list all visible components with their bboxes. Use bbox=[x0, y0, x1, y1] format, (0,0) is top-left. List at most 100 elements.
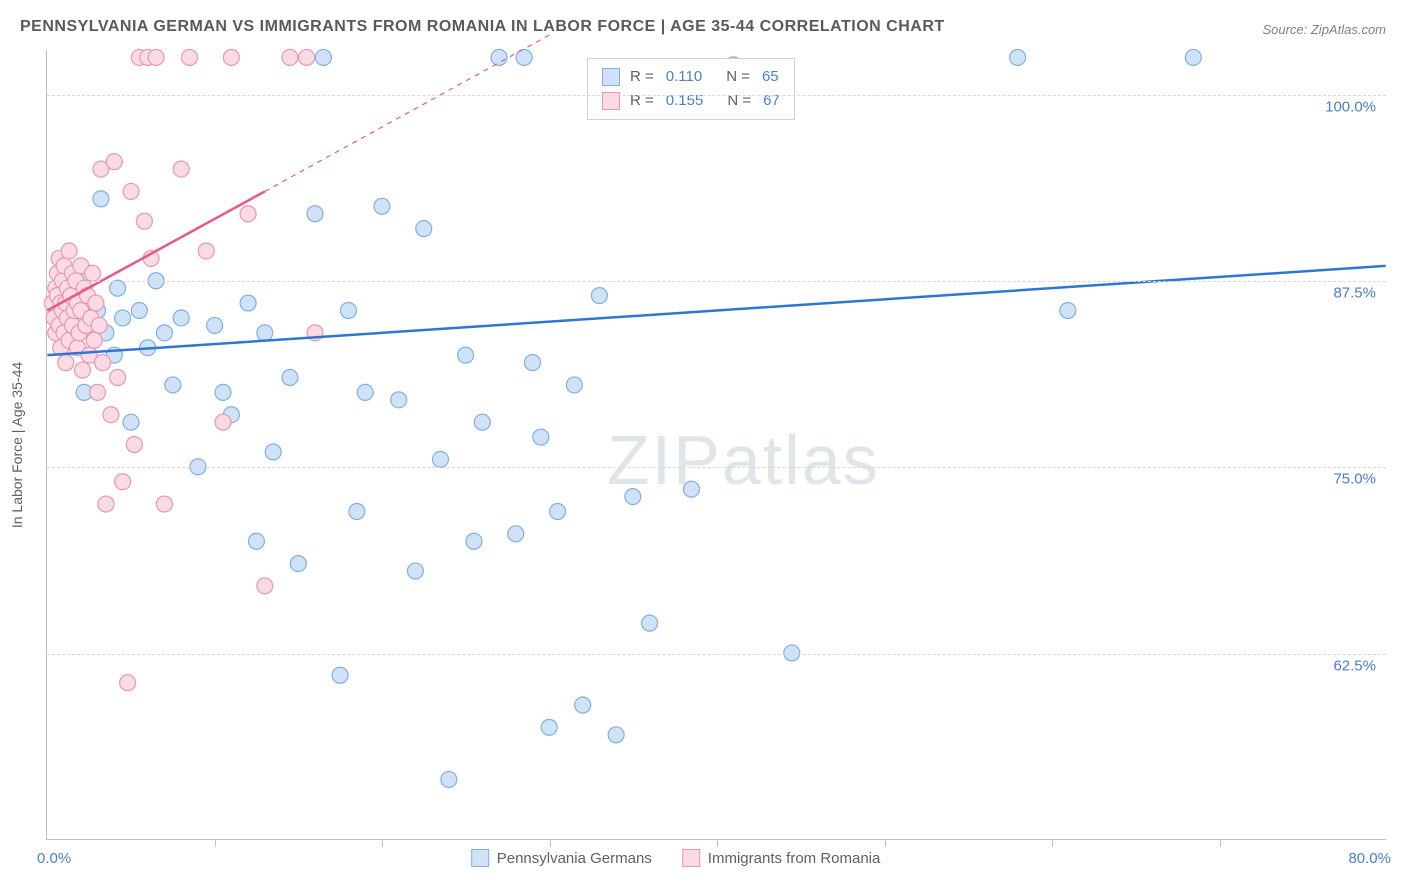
source-attribution: Source: ZipAtlas.com bbox=[1262, 22, 1386, 37]
data-point bbox=[110, 280, 126, 296]
data-point bbox=[85, 265, 101, 281]
data-point bbox=[240, 295, 256, 311]
data-point bbox=[575, 697, 591, 713]
x-tick bbox=[885, 839, 886, 847]
data-point bbox=[541, 719, 557, 735]
n-value: 67 bbox=[763, 89, 780, 113]
data-point bbox=[533, 429, 549, 445]
y-tick-label: 62.5% bbox=[1333, 657, 1376, 674]
data-point bbox=[156, 325, 172, 341]
chart-svg bbox=[47, 50, 1386, 839]
data-point bbox=[474, 414, 490, 430]
x-tick bbox=[550, 839, 551, 847]
data-point bbox=[374, 198, 390, 214]
data-point bbox=[683, 481, 699, 497]
data-point bbox=[349, 504, 365, 520]
data-point bbox=[608, 727, 624, 743]
trend-line bbox=[47, 191, 264, 310]
data-point bbox=[257, 578, 273, 594]
n-label: N = bbox=[726, 65, 750, 89]
data-point bbox=[103, 407, 119, 423]
legend-row: R = 0.155 N = 67 bbox=[602, 89, 780, 113]
data-point bbox=[88, 295, 104, 311]
data-point bbox=[110, 370, 126, 386]
data-point bbox=[215, 414, 231, 430]
r-label: R = bbox=[630, 65, 654, 89]
data-point bbox=[282, 49, 298, 65]
data-point bbox=[115, 474, 131, 490]
data-point bbox=[173, 310, 189, 326]
data-point bbox=[215, 384, 231, 400]
y-tick-label: 100.0% bbox=[1325, 98, 1376, 115]
data-point bbox=[248, 533, 264, 549]
data-point bbox=[240, 206, 256, 222]
data-point bbox=[173, 161, 189, 177]
grid-line bbox=[47, 95, 1386, 96]
data-point bbox=[566, 377, 582, 393]
data-point bbox=[441, 771, 457, 787]
data-point bbox=[198, 243, 214, 259]
data-point bbox=[58, 355, 74, 371]
data-point bbox=[491, 49, 507, 65]
data-point bbox=[524, 355, 540, 371]
data-point bbox=[1010, 49, 1026, 65]
data-point bbox=[257, 325, 273, 341]
data-point bbox=[282, 370, 298, 386]
grid-line bbox=[47, 654, 1386, 655]
data-point bbox=[265, 444, 281, 460]
data-point bbox=[340, 303, 356, 319]
x-tick bbox=[1052, 839, 1053, 847]
data-point bbox=[95, 355, 111, 371]
data-point bbox=[91, 317, 107, 333]
data-point bbox=[182, 49, 198, 65]
r-value: 0.110 bbox=[666, 65, 702, 89]
data-point bbox=[1060, 303, 1076, 319]
legend-item: Immigrants from Romania bbox=[682, 849, 881, 867]
data-point bbox=[299, 49, 315, 65]
data-point bbox=[207, 317, 223, 333]
legend-item: Pennsylvania Germans bbox=[471, 849, 652, 867]
plot-area: In Labor Force | Age 35-44 ZIPatlas R =0… bbox=[46, 50, 1386, 840]
data-point bbox=[131, 303, 147, 319]
data-point bbox=[591, 288, 607, 304]
data-point bbox=[165, 377, 181, 393]
data-point bbox=[1185, 49, 1201, 65]
data-point bbox=[115, 310, 131, 326]
x-axis-max-label: 80.0% bbox=[1348, 850, 1391, 867]
data-point bbox=[74, 362, 90, 378]
data-point bbox=[93, 191, 109, 207]
data-point bbox=[458, 347, 474, 363]
data-point bbox=[123, 183, 139, 199]
x-tick bbox=[717, 839, 718, 847]
data-point bbox=[86, 332, 102, 348]
data-point bbox=[156, 496, 172, 512]
r-value: 0.155 bbox=[666, 89, 704, 113]
data-point bbox=[223, 49, 239, 65]
r-label: R = bbox=[630, 89, 654, 113]
x-tick bbox=[215, 839, 216, 847]
legend-row: R = 0.110 N = 65 bbox=[602, 65, 780, 89]
data-point bbox=[106, 154, 122, 170]
n-value: 65 bbox=[762, 65, 779, 89]
legend-label: Immigrants from Romania bbox=[708, 850, 881, 867]
x-tick bbox=[382, 839, 383, 847]
grid-line bbox=[47, 467, 1386, 468]
data-point bbox=[307, 206, 323, 222]
data-point bbox=[416, 221, 432, 237]
data-point bbox=[625, 489, 641, 505]
data-point bbox=[516, 49, 532, 65]
data-point bbox=[550, 504, 566, 520]
data-point bbox=[98, 496, 114, 512]
data-point bbox=[123, 414, 139, 430]
data-point bbox=[642, 615, 658, 631]
legend-label: Pennsylvania Germans bbox=[497, 850, 652, 867]
x-axis-min-label: 0.0% bbox=[37, 850, 71, 867]
legend-swatch bbox=[471, 849, 489, 867]
data-point bbox=[90, 384, 106, 400]
data-point bbox=[508, 526, 524, 542]
legend-swatch bbox=[682, 849, 700, 867]
x-tick bbox=[1220, 839, 1221, 847]
n-label: N = bbox=[727, 89, 751, 113]
data-point bbox=[357, 384, 373, 400]
data-point bbox=[332, 667, 348, 683]
